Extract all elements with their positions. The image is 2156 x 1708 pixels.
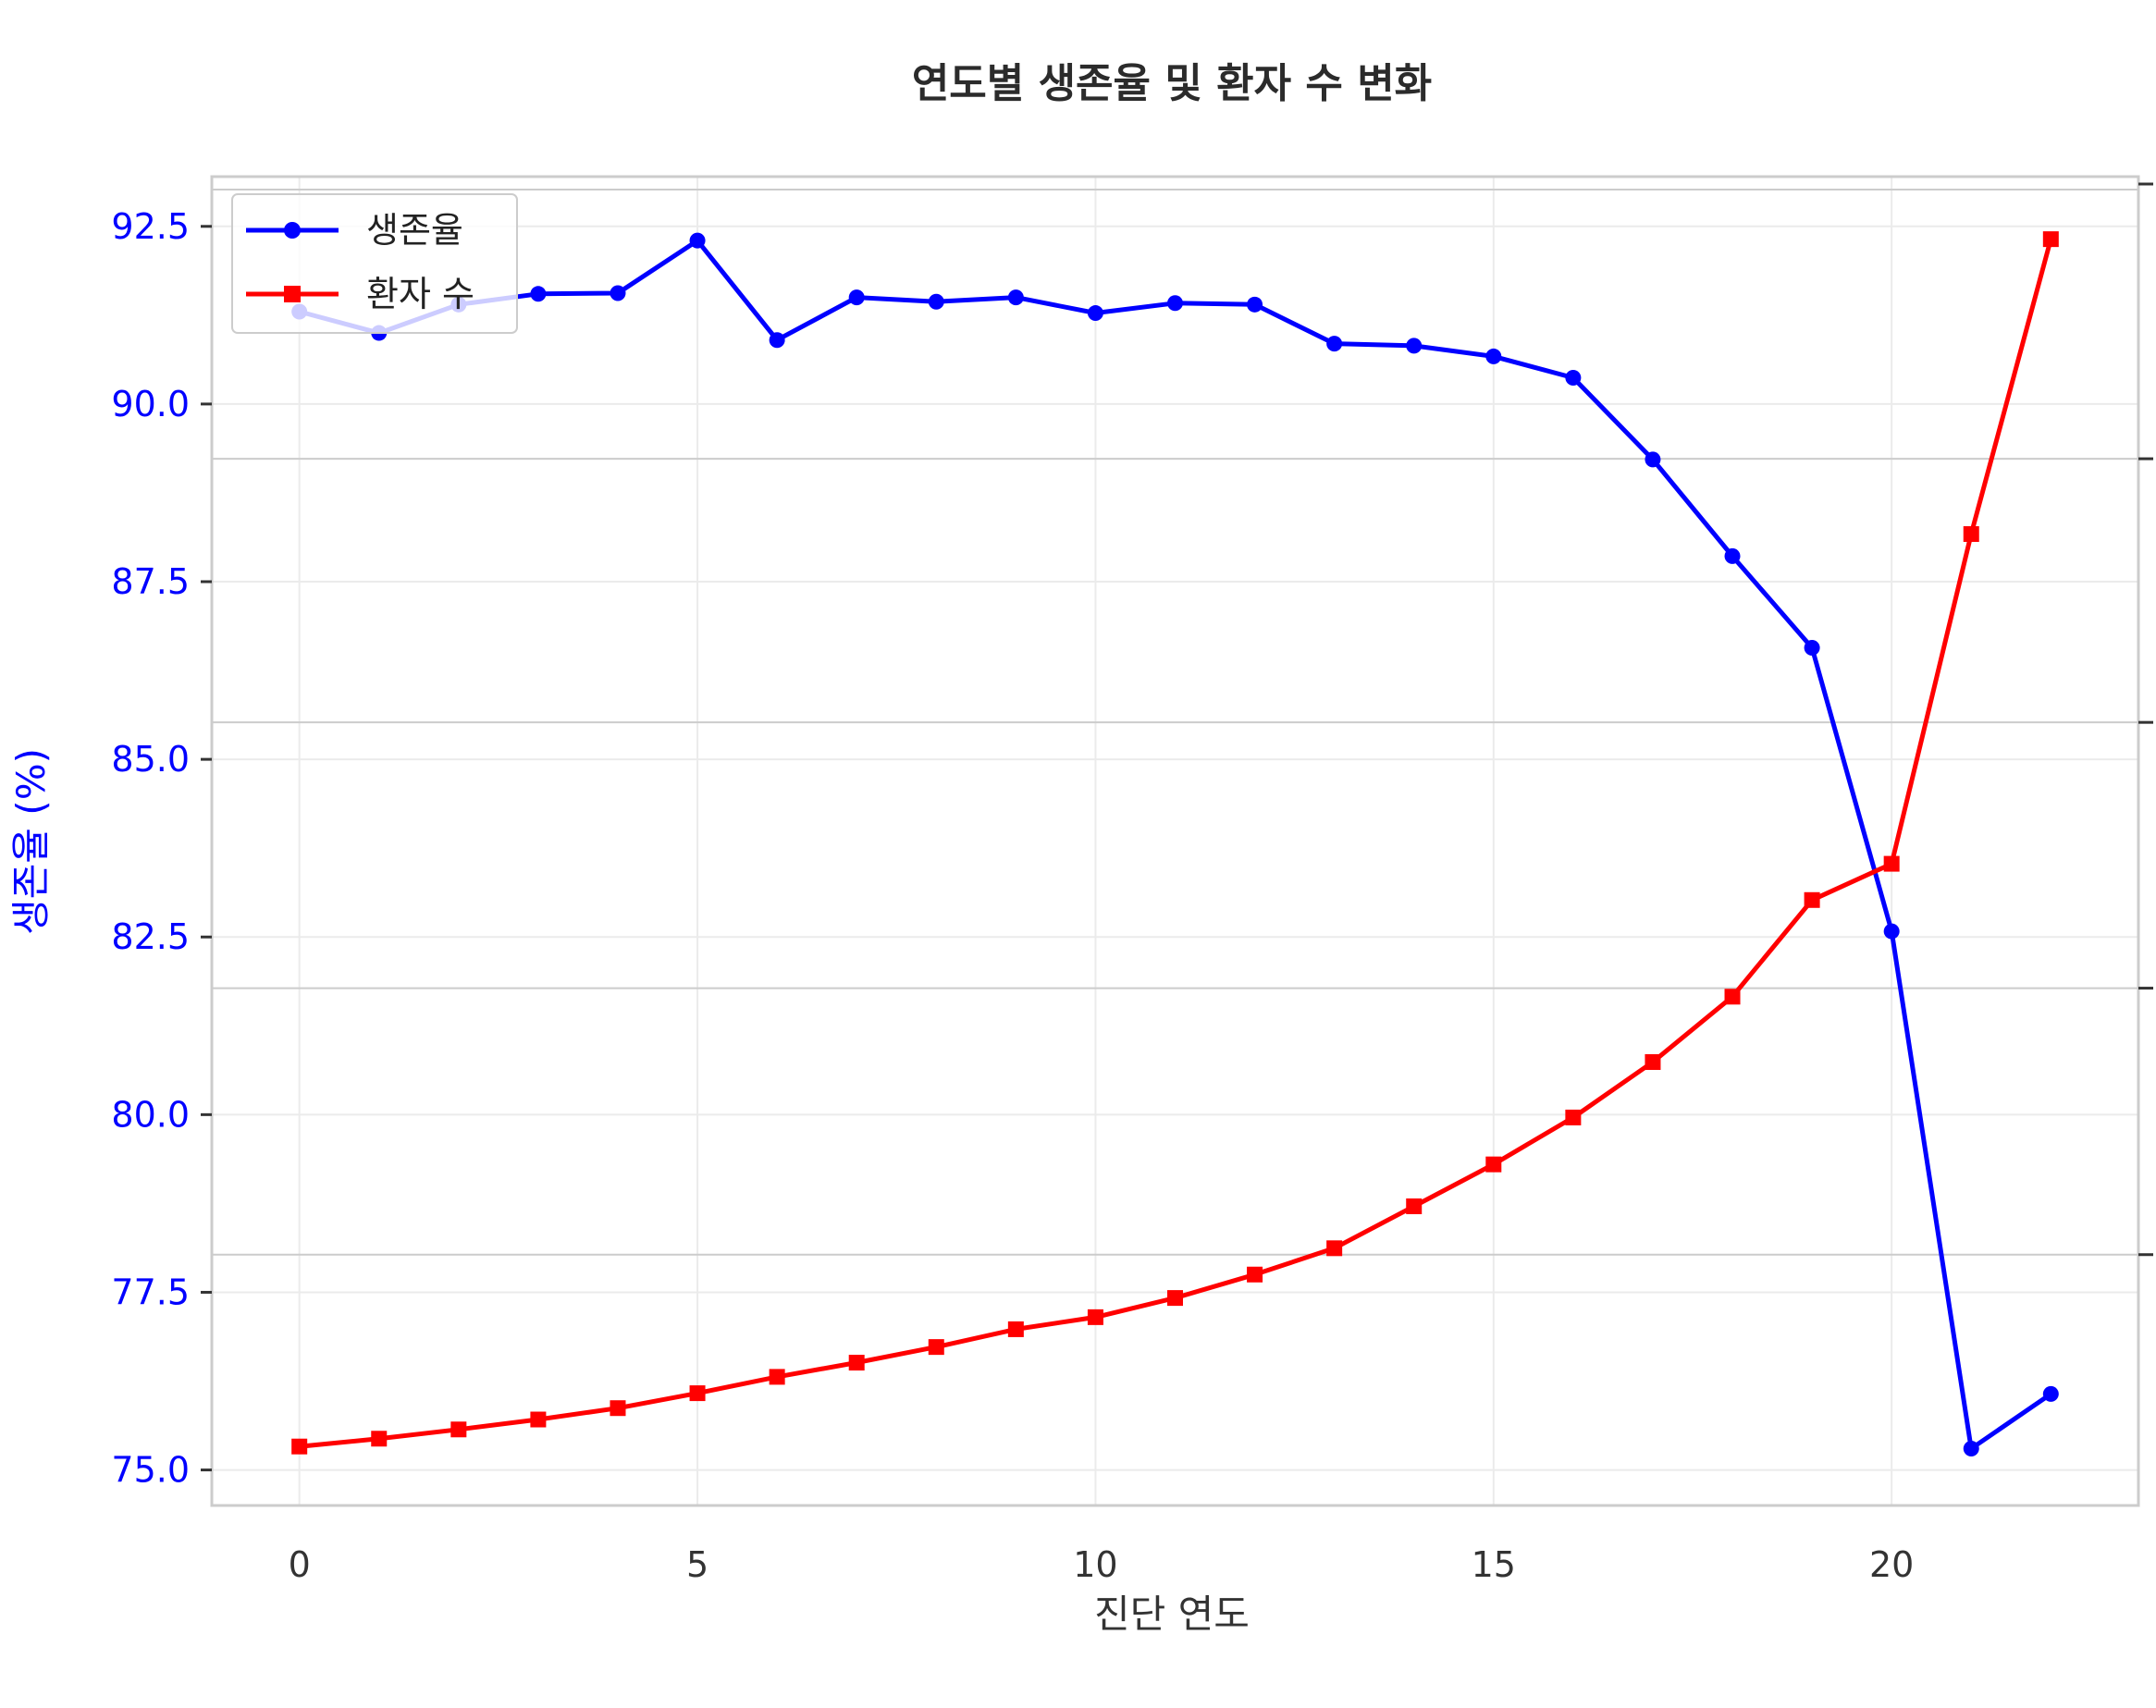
x-tick-label: 5 bbox=[686, 1544, 708, 1585]
data-point-patients bbox=[928, 1339, 944, 1356]
data-point-survival bbox=[530, 286, 547, 302]
data-point-survival bbox=[1406, 338, 1423, 354]
data-point-survival bbox=[1485, 348, 1502, 364]
data-point-patients bbox=[291, 1438, 308, 1455]
y-tick-label: 77.5 bbox=[111, 1272, 190, 1312]
data-point-survival bbox=[610, 285, 626, 301]
chart-title: 연도별 생존율 및 환자 수 변화 bbox=[912, 60, 1432, 107]
data-point-patients bbox=[610, 1400, 626, 1417]
y-tick-label: 75.0 bbox=[111, 1450, 190, 1491]
legend: 생존율 환자 수 bbox=[231, 193, 518, 334]
data-point-patients bbox=[1883, 855, 1900, 872]
data-point-survival bbox=[1326, 336, 1343, 352]
data-point-patients bbox=[1007, 1321, 1024, 1337]
data-point-survival bbox=[1247, 296, 1263, 313]
data-point-patients bbox=[1087, 1309, 1103, 1325]
data-point-patients bbox=[2042, 231, 2059, 248]
data-point-patients bbox=[450, 1421, 467, 1438]
data-point-survival bbox=[1724, 547, 1741, 564]
x-tick-label: 15 bbox=[1472, 1544, 1516, 1585]
data-point-survival bbox=[928, 293, 944, 310]
data-point-patients bbox=[530, 1411, 547, 1428]
y-tick-label: 80.0 bbox=[111, 1094, 190, 1135]
data-point-patients bbox=[1406, 1198, 1423, 1214]
x-axis-label: 진단 연도 bbox=[1094, 1591, 1250, 1637]
y-tick-label: 85.0 bbox=[111, 739, 190, 780]
data-point-patients bbox=[1247, 1266, 1263, 1283]
legend-label-survival: 생존율 bbox=[366, 210, 463, 251]
y-tick-label: 90.0 bbox=[111, 384, 190, 424]
legend-marker-survival bbox=[284, 222, 301, 239]
x-tick-label: 20 bbox=[1869, 1544, 1914, 1585]
data-point-survival bbox=[1645, 451, 1661, 468]
data-point-patients bbox=[1485, 1156, 1502, 1173]
y-axis-label: 생존율 (%) bbox=[8, 748, 54, 935]
data-point-survival bbox=[769, 332, 785, 349]
data-point-survival bbox=[1087, 305, 1103, 322]
data-point-survival bbox=[1804, 639, 1820, 656]
data-point-patients bbox=[1804, 891, 1820, 908]
data-point-survival bbox=[1963, 1441, 1979, 1457]
legend-label-patients: 환자 수 bbox=[366, 274, 474, 314]
data-point-survival bbox=[2042, 1385, 2059, 1402]
data-point-patients bbox=[848, 1355, 865, 1371]
x-tick-label: 0 bbox=[289, 1544, 311, 1585]
data-point-survival bbox=[848, 289, 865, 306]
data-point-patients bbox=[371, 1431, 388, 1447]
data-point-survival bbox=[1883, 923, 1900, 940]
x-tick-label: 10 bbox=[1073, 1544, 1117, 1585]
data-point-patients bbox=[1565, 1109, 1582, 1125]
data-point-patients bbox=[1963, 526, 1979, 543]
y-tick-label: 82.5 bbox=[111, 916, 190, 957]
data-point-survival bbox=[1007, 289, 1024, 306]
data-point-patients bbox=[689, 1385, 706, 1402]
plot-frame bbox=[210, 175, 2140, 1507]
data-point-patients bbox=[1724, 989, 1741, 1005]
data-point-survival bbox=[1565, 369, 1582, 386]
legend-marker-patients bbox=[284, 286, 301, 302]
data-point-patients bbox=[1167, 1290, 1183, 1307]
data-point-patients bbox=[1326, 1240, 1343, 1257]
y-tick-label: 87.5 bbox=[111, 561, 190, 602]
data-point-patients bbox=[1645, 1053, 1661, 1070]
data-point-survival bbox=[689, 232, 706, 249]
data-point-patients bbox=[769, 1369, 785, 1385]
data-point-survival bbox=[1167, 295, 1183, 312]
y-tick-label: 92.5 bbox=[111, 206, 190, 247]
